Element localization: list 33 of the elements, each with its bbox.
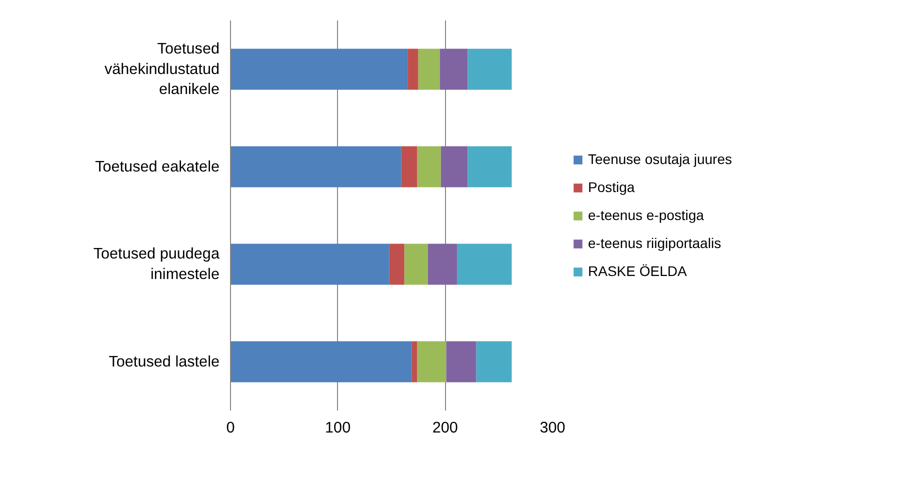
x-tick-label: 100 [325, 420, 351, 436]
bar [412, 341, 418, 382]
y-tick-label: Toetused puudega inimestele [93, 246, 220, 283]
legend-label: e-teenus riigiportaalis [588, 235, 722, 251]
bar [408, 48, 418, 90]
bar [404, 244, 428, 285]
x-tick-label: 300 [540, 420, 566, 436]
legend-label: Teenuse osutaja juures [588, 151, 732, 167]
bar [417, 341, 446, 382]
legend-label: RASKE ÖELDA [588, 263, 687, 279]
x-tick-label: 0 [226, 420, 235, 436]
bar [230, 146, 402, 188]
bar [468, 146, 512, 188]
bar [389, 244, 404, 285]
y-tick-label: Toetused vähekindlustatud elanikele [104, 40, 220, 98]
bar [418, 48, 440, 90]
bar [456, 244, 512, 285]
legend-label: e-teenus e-postiga [588, 207, 704, 223]
y-tick-label: Toetused eakatele [95, 158, 220, 176]
bar [446, 341, 476, 382]
bar [417, 146, 441, 188]
bar [230, 48, 408, 90]
bar [230, 244, 390, 285]
bar [440, 48, 468, 90]
y-tick-label: Toetused lastele [108, 353, 220, 370]
bar [428, 244, 457, 285]
bar [476, 341, 512, 382]
bar [468, 48, 512, 90]
x-tick-label: 200 [432, 420, 458, 436]
legend-label: Postiga [588, 179, 635, 195]
bar [230, 341, 412, 382]
bar [401, 146, 418, 188]
bar [440, 146, 468, 188]
